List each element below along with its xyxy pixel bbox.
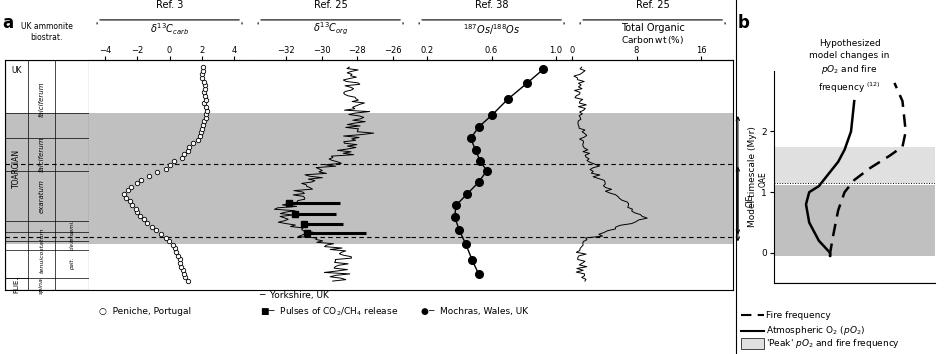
Text: Atmospheric O$_2$ ($pO_2$): Atmospheric O$_2$ ($pO_2$) [766,325,866,337]
Text: tenuicostatum: tenuicostatum [40,227,44,273]
Text: Ref. 3: Ref. 3 [156,0,184,10]
Text: semi.: semi. [70,219,75,234]
Text: ten.: ten. [70,231,75,241]
Text: ○  Peniche, Portugal: ○ Peniche, Portugal [98,307,191,316]
Bar [572,113,733,244]
Text: falciferum: falciferum [39,81,44,117]
Text: $\delta^{13}C_{org}$: $\delta^{13}C_{org}$ [313,21,348,37]
Text: palt.: palt. [70,258,75,270]
Text: ■─  Pulses of CO$_2$/CH$_4$ release: ■─ Pulses of CO$_2$/CH$_4$ release [259,305,397,318]
Text: Ref. 25: Ref. 25 [636,0,670,10]
Text: PLIE.: PLIE. [13,276,20,293]
Text: Carbon$\,$wt$\,$(%): Carbon$\,$wt$\,$(%) [622,34,684,46]
Text: UK ammonite
biostrat.: UK ammonite biostrat. [21,22,73,42]
Text: ●─  Mochras, Wales, UK: ●─ Mochras, Wales, UK [421,307,528,316]
Text: TOARCIAN: TOARCIAN [12,149,21,188]
Text: Ref. 38: Ref. 38 [475,0,508,10]
Bar [774,185,935,256]
Bar [5,113,89,244]
Text: Fire frequency: Fire frequency [766,310,831,320]
Bar [250,113,412,244]
Text: UK: UK [11,66,22,75]
Text: cle.: cle. [70,241,75,250]
Text: ─  Yorkshire, UK: ─ Yorkshire, UK [259,291,329,300]
Text: 'Peak' $pO_2$ and fire frequency: 'Peak' $pO_2$ and fire frequency [766,337,901,350]
Y-axis label: Model timescale (Myr): Model timescale (Myr) [748,127,757,227]
Text: exaratum: exaratum [39,179,44,213]
Text: falciferum: falciferum [39,137,44,172]
Text: Total Organic: Total Organic [621,23,685,33]
Text: spina.: spina. [40,275,44,293]
Text: CIE: CIE [745,194,755,207]
Bar [89,113,250,244]
Bar [774,147,935,183]
Text: Ref. 25: Ref. 25 [314,0,347,10]
Text: $\delta^{13}C_{carb}$: $\delta^{13}C_{carb}$ [149,22,189,37]
Text: a: a [2,14,13,32]
Text: OAE: OAE [759,171,768,187]
Bar [412,113,572,244]
Text: $^{187}Os/^{188}Os$: $^{187}Os/^{188}Os$ [463,22,520,37]
Text: b: b [738,14,750,32]
Text: Hypothesized
model changes in
$pO_2$ and fire
frequency $^{(12)}$: Hypothesized model changes in $pO_2$ and… [810,39,889,95]
